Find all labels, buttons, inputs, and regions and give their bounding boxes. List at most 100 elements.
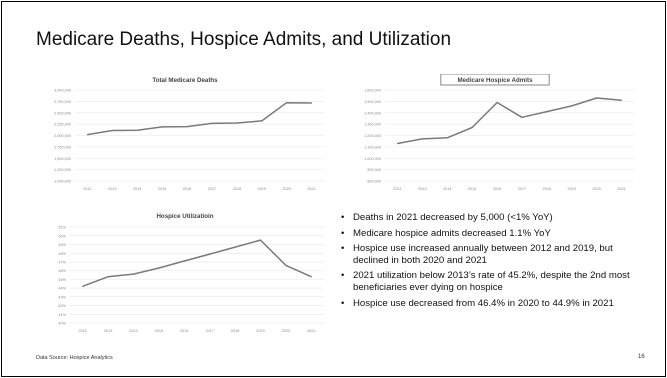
x-tick-label: 2020	[282, 329, 290, 333]
data-point	[496, 101, 498, 104]
x-tick-label: 2014	[443, 187, 451, 191]
x-tick-label: 2017	[208, 187, 216, 191]
data-point	[82, 285, 84, 287]
y-tick-label: 50%	[58, 234, 66, 238]
x-tick-label: 2012	[393, 187, 401, 191]
y-tick-label: 1,200,000	[364, 134, 381, 138]
bullet-list: • Deaths in 2021 decreased by 5,000 (<1% …	[340, 212, 640, 313]
y-tick-label: 2,500,000	[54, 111, 71, 115]
data-point	[86, 134, 89, 136]
x-tick-label: 2019	[258, 187, 266, 191]
y-tick-label: 41%	[58, 313, 66, 317]
x-tick-label: 2013	[104, 329, 112, 333]
x-tick-label: 2012	[78, 329, 86, 333]
data-point	[261, 120, 263, 122]
y-tick-label: 800,000	[367, 180, 381, 184]
y-tick-label: 1,500,000	[54, 157, 71, 161]
y-tick-label: 1,250,000	[54, 168, 71, 172]
data-point	[211, 122, 213, 124]
y-tick-label: 1,750,000	[54, 145, 71, 149]
data-point	[446, 137, 448, 139]
chart-svg-total-deaths: Total Medicare Deaths 1,000,000 1,250,000 1…	[54, 77, 324, 191]
x-tick-label: 2017	[205, 329, 213, 333]
y-tick-label: 49%	[58, 243, 66, 247]
x-tick-label: 2013	[108, 187, 116, 191]
data-point	[421, 138, 423, 140]
data-point	[136, 129, 138, 131]
data-point	[310, 102, 313, 104]
x-tick-label: 2021	[617, 187, 625, 191]
data-point	[310, 276, 312, 278]
bullet-dot-icon: •	[341, 227, 345, 239]
x-tick-label: 2016	[183, 187, 191, 191]
x-tick-label: 2014	[133, 187, 141, 191]
y-tick-label: 2,750,000	[54, 100, 71, 104]
data-point	[161, 126, 163, 128]
bullet-dot-icon: •	[341, 212, 345, 223]
y-tick-label: 40%	[58, 322, 66, 326]
series-line	[82, 239, 312, 288]
x-tick-label: 2015	[158, 187, 166, 191]
bullet-text: Hospice use decreased from 46.4% in 2020…	[353, 297, 614, 309]
data-point	[396, 142, 399, 145]
chart-title: Total Medicare Deaths	[152, 77, 218, 84]
bullet-text: Medicare hospice admits decreased 1.1% Y…	[353, 227, 551, 239]
y-tick-label: 2,250,000	[54, 123, 71, 127]
x-tick-label: 2018	[233, 187, 241, 191]
data-point	[596, 97, 598, 99]
slide-title: Medicare Deaths, Hospice Admits, and Uti…	[36, 29, 452, 50]
data-point	[620, 99, 623, 101]
data-point	[285, 264, 287, 266]
data-point	[111, 129, 113, 132]
chart-total-medicare-deaths: Total Medicare Deaths 1,000,000 1,250,000 1…	[40, 74, 330, 196]
data-point	[259, 239, 262, 241]
data-point	[107, 276, 109, 278]
bullet-item: • Hospice use decreased from 46.4% in 202…	[340, 298, 640, 310]
y-tick-label: 45%	[58, 278, 66, 282]
x-tick-label: 2020	[282, 187, 290, 191]
data-point	[286, 102, 288, 104]
x-tick-label: 2018	[543, 187, 551, 191]
x-tick-label: 2012	[83, 187, 91, 191]
x-tick-label: 2015	[155, 329, 163, 333]
y-tick-label: 46%	[58, 269, 66, 273]
data-point	[234, 246, 236, 248]
y-tick-label: 47%	[58, 261, 66, 265]
data-point	[546, 111, 548, 113]
y-tick-label: 42%	[58, 304, 66, 308]
y-tick-label: 3,000,000	[54, 89, 71, 93]
x-tick-label: 2016	[180, 329, 188, 333]
chart-title: Hospice Utilizatioin	[156, 213, 213, 220]
bullet-item: • Hospice use increased annually between …	[340, 243, 640, 266]
y-tick-label: 44%	[58, 287, 66, 291]
chart-hospice-utilization: Hospice Utilizatioin 40% 41% 42% 43% 44% 45% 46…	[40, 210, 330, 338]
data-point	[521, 116, 523, 118]
y-tick-label: 900,000	[367, 168, 381, 172]
data-point	[158, 267, 160, 269]
chart-medicare-hospice-admits: Medicare Hospice Admits 800,000 900,000 1,0…	[350, 74, 640, 196]
x-tick-label: 2013	[418, 187, 426, 191]
y-tick-label: 1,500,000	[364, 100, 381, 104]
data-point	[236, 122, 238, 124]
data-point	[183, 260, 185, 262]
x-tick-label: 2021	[307, 187, 315, 191]
page-number: 16	[638, 354, 645, 360]
y-tick-label: 2,000,000	[54, 134, 71, 138]
x-tick-label: 2017	[518, 187, 526, 191]
y-tick-label: 51%	[58, 226, 66, 230]
data-source-note: Data Source: Hospice Analytics	[36, 355, 113, 361]
data-point	[209, 253, 211, 255]
y-tick-label: 43%	[58, 295, 66, 299]
chart-title-box	[440, 74, 550, 86]
x-tick-label: 2020	[592, 187, 600, 191]
series-line	[397, 97, 622, 145]
y-tick-label: 1,600,000	[364, 89, 381, 93]
bullet-dot-icon: •	[341, 270, 345, 282]
bullet-text: Hospice use increased annually between 2…	[353, 243, 613, 266]
bullet-item: • Deaths in 2021 decreased by 5,000 (<1% …	[340, 212, 640, 224]
x-tick-label: 2021	[307, 329, 315, 333]
chart-svg-hospice-admits: Medicare Hospice Admits 800,000 900,000 1,0…	[364, 74, 634, 191]
x-tick-label: 2014	[129, 329, 137, 333]
y-tick-label: 1,000,000	[54, 180, 71, 184]
